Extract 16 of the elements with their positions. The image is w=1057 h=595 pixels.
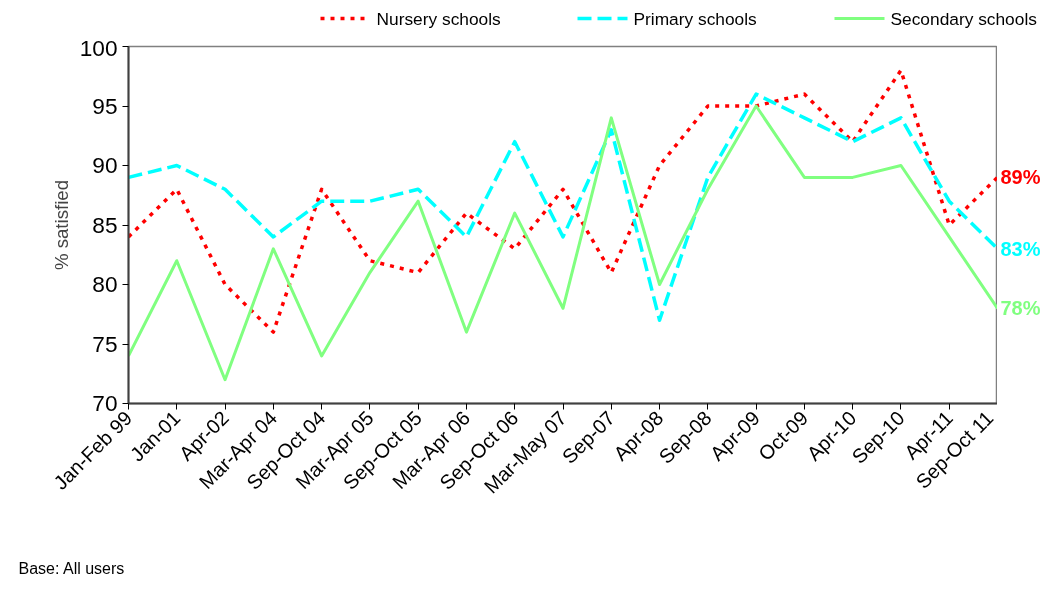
y-axis-title: % satisfied [50, 179, 72, 271]
data-label: 83% [1000, 237, 1041, 260]
data-label: 89% [1000, 166, 1041, 189]
legend-label: Primary schools [633, 8, 758, 29]
y-tick-label: 100 [79, 34, 118, 61]
y-tick-label: 85 [92, 211, 118, 238]
data-label: 78% [1000, 297, 1041, 320]
y-tick-label: 70 [92, 390, 118, 416]
legend-label: Nursery schools [376, 8, 502, 29]
line-series [128, 104, 997, 382]
legend-label: Secondary schools [890, 8, 1038, 29]
y-tick-label: 95 [92, 92, 118, 119]
text: Base: All users [18, 560, 125, 577]
y-tick-label: 90 [92, 152, 118, 178]
y-tick-label: 75 [92, 330, 118, 357]
y-tick-label: 80 [92, 271, 118, 297]
